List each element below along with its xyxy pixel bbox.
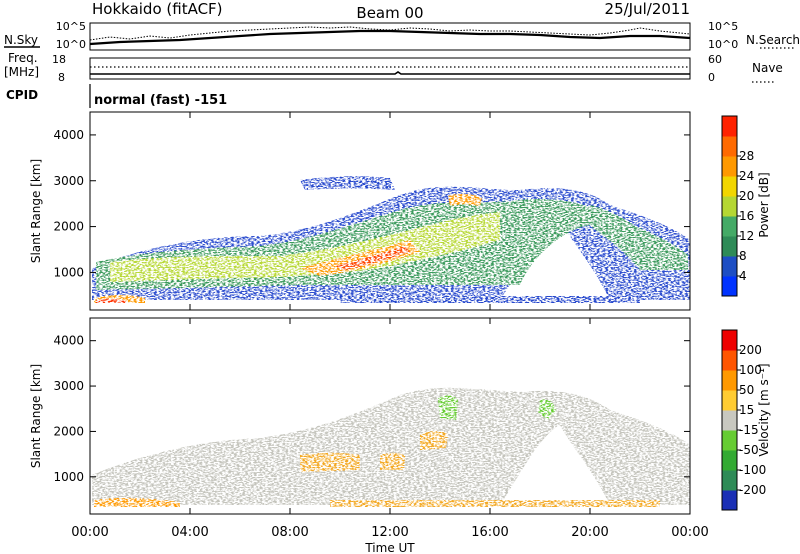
beam-title: Beam 00	[356, 4, 423, 22]
power-echoes	[92, 176, 690, 303]
freq-label-2: [MHz]	[4, 65, 39, 79]
velocity-colorbar-band-0	[722, 490, 737, 511]
velocity-ytick-label-3: 4000	[53, 334, 84, 348]
velocity-colorbar-band-7	[722, 350, 737, 371]
cpid-label: CPID	[6, 88, 38, 102]
time-tick-label-1: 04:00	[171, 525, 208, 540]
noise-search-line	[89, 26, 691, 41]
noise-right-label: N.Search	[746, 33, 800, 47]
freq-line	[90, 71, 690, 75]
cpid-value: normal (fast) -151	[94, 93, 227, 108]
velocity-colorbar-tick-0: 200	[739, 343, 762, 357]
date-title: 25/Jul/2011	[605, 0, 690, 18]
noise-right-tick-bottom: 10^0	[708, 38, 738, 51]
power-colorbar-tick-1: 8	[739, 249, 747, 263]
velocity-colorbar-tick-6: -100	[739, 463, 766, 477]
cpid-panel: CPID normal (fast) -151	[6, 84, 227, 108]
power-ytick-label-0: 1000	[53, 265, 84, 279]
power-colorbar-band-6	[722, 156, 737, 177]
velocity-echoes	[92, 387, 690, 507]
freq-left-tick-bottom: 8	[58, 71, 65, 84]
power-ytick-label-3: 4000	[53, 128, 84, 142]
time-axis: 00:00 04:00 08:00 12:00 16:00 20:00 00:00	[71, 112, 709, 540]
power-colorbar-band-3	[722, 216, 737, 237]
velocity-colorbar-band-6	[722, 370, 737, 391]
velocity-ylabel: Slant Range [km]	[29, 364, 43, 468]
noise-left-tick-top: 10^5	[56, 20, 86, 33]
power-colorbar-band-2	[722, 236, 737, 257]
power-colorbar-band-7	[722, 136, 737, 157]
power-colorbar-tick-2: 12	[739, 229, 754, 243]
velocity-colorbar-label: Velocity [m s⁻¹]	[757, 363, 771, 456]
power-colorbar-band-8	[722, 116, 737, 137]
power-colorbar-band-5	[722, 176, 737, 197]
velocity-colorbar-tick-2: 50	[739, 383, 754, 397]
frequency-panel: Freq. [MHz] 18 8 60 0 Nave	[4, 51, 783, 84]
time-tick-label-2: 08:00	[271, 525, 308, 540]
velocity-colorbar-band-3	[722, 430, 737, 451]
velocity-colorbar-band-4	[722, 410, 737, 431]
power-colorbar-tick-0: 4	[739, 269, 747, 283]
power-colorbar-tick-4: 20	[739, 189, 754, 203]
power-ytick-label-1: 2000	[53, 220, 84, 234]
noise-left-tick-bottom: 10^0	[56, 38, 86, 51]
velocity-colorbar-band-8	[722, 330, 737, 351]
time-tick-label-0: 00:00	[71, 525, 108, 540]
velocity-ytick-label-1: 2000	[53, 424, 84, 438]
velocity-colorbar-tick-7: -200	[739, 483, 766, 497]
power-colorbar: 4 8 12 16 20 24 28	[721, 115, 754, 297]
velocity-colorbar-tick-1: 100	[739, 363, 762, 377]
velocity-ytick-label-2: 3000	[53, 379, 84, 393]
nave-right-tick-bottom: 0	[708, 71, 715, 84]
velocity-colorbar-tick-5: -50	[739, 443, 759, 457]
noise-panel: N.Sky 10^5 10^0 10^5 10^0 N.Search	[4, 20, 800, 51]
power-colorbar-tick-3: 16	[739, 209, 754, 223]
station-title: Hokkaido (fitACF)	[92, 0, 223, 18]
nave-label: Nave	[752, 61, 783, 75]
power-axes: 1000 2000 3000 4000	[53, 128, 690, 279]
velocity-colorbar-band-2	[722, 450, 737, 471]
freq-label-1: Freq.	[8, 51, 38, 65]
power-colorbar-tick-6: 28	[739, 149, 754, 163]
time-tick-label-4: 16:00	[471, 525, 508, 540]
velocity-colorbar: 200 100 50 15 -15 -50 -100 -200	[721, 329, 766, 511]
velocity-colorbar-band-5	[722, 390, 737, 411]
velocity-panel: 1000 2000 3000 4000 Slant Range [km] 200 100…	[29, 112, 771, 554]
power-colorbar-band-1	[722, 256, 737, 277]
power-ylabel: Slant Range [km]	[29, 159, 43, 263]
power-colorbar-label: Power [dB]	[757, 172, 771, 237]
velocity-colorbar-tick-3: 15	[739, 403, 754, 417]
power-colorbar-tick-5: 24	[739, 169, 754, 183]
power-colorbar-band-0	[722, 276, 737, 297]
nave-right-tick-top: 60	[708, 53, 722, 66]
power-colorbar-band-4	[722, 196, 737, 217]
velocity-colorbar-band-1	[722, 470, 737, 491]
noise-right-tick-top: 10^5	[708, 20, 738, 33]
freq-left-tick-top: 18	[52, 53, 66, 66]
power-panel: 1000 2000 3000 4000 Slant Range [km] 4 8 12 16…	[29, 111, 771, 311]
noise-left-label: N.Sky	[4, 33, 38, 47]
velocity-ytick-label-0: 1000	[53, 470, 84, 484]
velocity-axes: 1000 2000 3000 4000	[53, 334, 690, 484]
time-tick-label-5: 20:00	[571, 525, 608, 540]
noise-sky-line	[89, 29, 691, 46]
power-ytick-label-2: 3000	[53, 174, 84, 188]
time-axis-label: Time UT	[364, 541, 415, 554]
time-tick-label-3: 12:00	[371, 525, 408, 540]
time-tick-label-6: 00:00	[671, 525, 708, 540]
velocity-colorbar-tick-4: -15	[739, 423, 759, 437]
